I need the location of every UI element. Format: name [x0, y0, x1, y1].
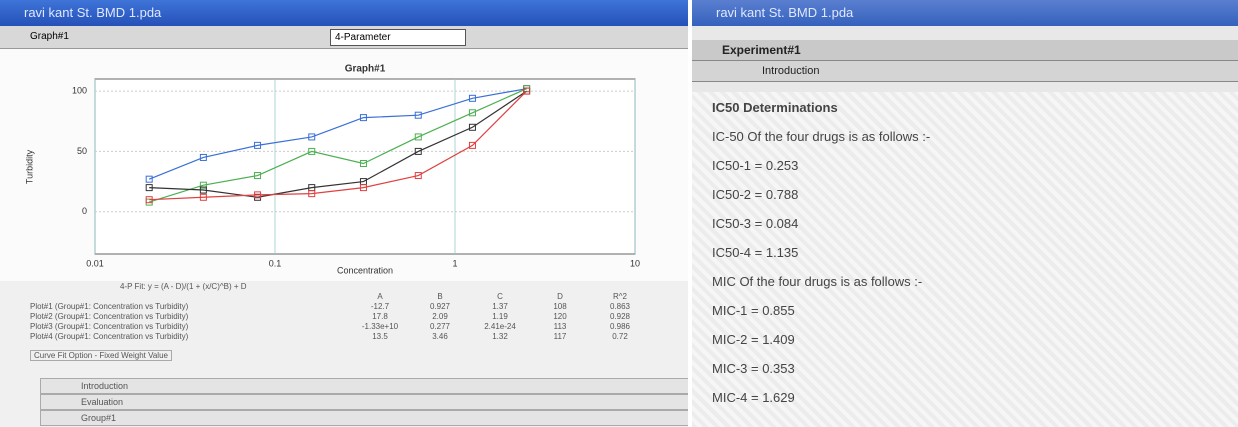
fit-equation: 4-P Fit: y = (A - D)/(1 + (x/C)^B) + D: [120, 282, 247, 291]
window-title: ravi kant St. BMD 1.pda: [692, 0, 1238, 26]
fit-option: Curve Fit Option - Fixed Weight Value: [30, 350, 172, 361]
table-cell: 17.8: [350, 312, 410, 321]
document-line: IC50 Determinations: [712, 100, 838, 115]
table-cell: -12.7: [350, 302, 410, 311]
table-cell: 0.277: [410, 322, 470, 331]
table-cell: 1.37: [470, 302, 530, 311]
table-cell: 1.19: [470, 312, 530, 321]
row-label: Plot#4 (Group#1: Concentration vs Turbid…: [30, 332, 188, 341]
table-cell: 0.927: [410, 302, 470, 311]
right-window: ravi kant St. BMD 1.pda Experiment#1 Int…: [692, 0, 1238, 427]
section-row[interactable]: Evaluation: [40, 394, 688, 410]
table-cell: -1.33e+10: [350, 322, 410, 331]
y-tick-label: 100: [72, 85, 87, 95]
document-line: IC50-3 = 0.084: [712, 216, 798, 231]
chart: Graph#1 Concentration Turbidity 0.01 0.1 1…: [0, 49, 688, 281]
table-cell: 113: [530, 322, 590, 331]
document-line: IC50-4 = 1.135: [712, 245, 798, 260]
document-line: IC50-1 = 0.253: [712, 158, 798, 173]
table-cell: 0.863: [590, 302, 650, 311]
table-cell: 108: [530, 302, 590, 311]
section-node[interactable]: Introduction: [692, 61, 1238, 82]
table-header: A: [350, 292, 410, 301]
table-header: C: [470, 292, 530, 301]
table-cell: 0.928: [590, 312, 650, 321]
x-tick-label: 0.1: [269, 258, 282, 268]
table-cell: 0.986: [590, 322, 650, 331]
document-line: IC-50 Of the four drugs is as follows :-: [712, 129, 930, 144]
x-axis-label: Concentration: [337, 265, 393, 275]
section-row[interactable]: Group#1: [40, 410, 688, 426]
chart-title: Graph#1: [345, 64, 386, 75]
page: ravi kant St. BMD 1.pda Graph#1 4-Parame…: [0, 0, 1238, 427]
y-tick-label: 50: [77, 146, 87, 156]
y-axis-label: Turbidity: [24, 149, 34, 184]
left-window: ravi kant St. BMD 1.pda Graph#1 4-Parame…: [0, 0, 688, 427]
table-cell: 0.72: [590, 332, 650, 341]
document-body: IC50 Determinations IC-50 Of the four dru…: [692, 92, 1238, 427]
document-line: MIC-3 = 0.353: [712, 361, 795, 376]
table-cell: 120: [530, 312, 590, 321]
x-tick-label: 1: [452, 258, 457, 268]
section-row[interactable]: Introduction: [40, 378, 688, 394]
experiment-node[interactable]: Experiment#1: [692, 40, 1238, 61]
document-line: MIC Of the four drugs is as follows :-: [712, 274, 922, 289]
x-tick-label: 0.01: [86, 258, 104, 268]
document-line: MIC-2 = 1.409: [712, 332, 795, 347]
y-tick-label: 0: [82, 206, 87, 216]
table-cell: 2.41e-24: [470, 322, 530, 331]
document-line: MIC-1 = 0.855: [712, 303, 795, 318]
toolbar: Graph#1 4-Parameter: [0, 26, 688, 49]
document-line: IC50-2 = 0.788: [712, 187, 798, 202]
panel-name[interactable]: Graph#1: [30, 31, 69, 42]
table-header: R^2: [590, 292, 650, 301]
row-label: Plot#2 (Group#1: Concentration vs Turbid…: [30, 312, 188, 321]
table-header: B: [410, 292, 470, 301]
table-header: D: [530, 292, 590, 301]
window-title: ravi kant St. BMD 1.pda: [0, 0, 688, 26]
document-line: MIC-4 = 1.629: [712, 390, 795, 405]
row-label: Plot#1 (Group#1: Concentration vs Turbid…: [30, 302, 188, 311]
x-tick-label: 10: [630, 258, 640, 268]
table-cell: 1.32: [470, 332, 530, 341]
table-cell: 13.5: [350, 332, 410, 341]
table-cell: 2.09: [410, 312, 470, 321]
fit-type-dropdown[interactable]: 4-Parameter: [330, 29, 466, 46]
row-label: Plot#3 (Group#1: Concentration vs Turbid…: [30, 322, 188, 331]
table-cell: 117: [530, 332, 590, 341]
table-cell: 3.46: [410, 332, 470, 341]
